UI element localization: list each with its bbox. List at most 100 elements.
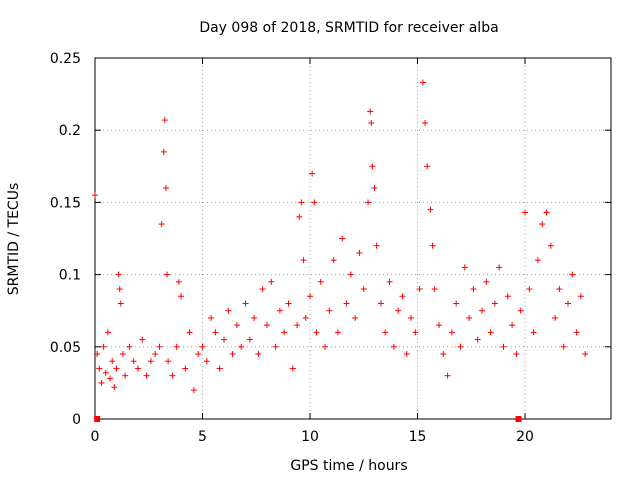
data-points [92,79,589,422]
data-point [92,192,98,199]
y-axis-label: SRMTID / TECUs [6,183,22,296]
data-point [264,322,270,329]
data-point [285,300,292,307]
data-point [322,343,329,350]
data-point [175,278,182,285]
data-point [436,322,442,329]
data-point [565,300,571,307]
data-point [395,307,402,314]
data-point [371,184,378,191]
data-point [178,293,184,300]
data-point [408,314,415,321]
data-point [195,351,202,358]
data-point [330,257,337,264]
data-point [479,307,485,314]
data-point [377,300,384,307]
data-point [470,286,477,293]
data-point [190,387,197,394]
data-point [156,343,163,350]
data-point [373,242,380,249]
data-point [169,372,176,379]
plot-frame [94,57,612,420]
data-point [122,372,129,379]
data-point [356,249,363,256]
y-tick-label: 0.15 [50,195,81,211]
data-point [289,365,296,372]
data-point [509,322,516,329]
data-point [251,314,258,321]
data-point [162,184,169,191]
data-point [116,286,123,293]
x-tick-label: 15 [409,429,427,445]
data-point [307,293,313,300]
data-point [422,119,429,126]
data-point [367,108,374,115]
data-point [102,369,109,376]
data-point [360,286,367,293]
data-point [107,375,114,382]
data-point [98,379,105,386]
grid-lines [95,58,611,419]
data-point [135,365,141,372]
data-point [229,351,236,358]
data-point [311,199,318,206]
data-point [117,300,124,307]
data-point [296,213,303,220]
data-point [317,278,324,285]
data-point [382,329,389,336]
data-point [386,278,393,285]
data-point [429,242,436,249]
data-point [419,79,426,86]
data-point [221,336,227,343]
x-tick-label: 20 [516,429,534,445]
y-tick-label: 0 [72,412,81,428]
data-point [500,343,507,350]
data-point [233,322,240,329]
data-point [491,300,498,307]
data-point [461,264,468,271]
data-point [203,358,210,365]
data-point [569,271,576,278]
data-point [487,329,494,336]
x-tick-label: 5 [198,429,207,445]
data-point [326,307,333,314]
data-point [212,329,219,336]
data-point [281,329,288,336]
data-point [143,372,150,379]
data-point [399,293,406,300]
data-point [199,343,206,350]
data-point [457,343,464,350]
data-point [186,329,193,336]
data-point [547,242,554,249]
data-point [139,336,146,343]
data-point [298,199,305,206]
data-point [100,343,107,350]
data-point [474,336,481,343]
y-tick-label: 0.2 [59,123,81,139]
data-point [444,372,451,379]
data-point [573,329,580,336]
data-point [259,286,266,293]
data-point [424,163,431,170]
data-point [147,358,154,365]
data-point [255,351,262,358]
data-point [466,314,473,321]
data-point [225,307,232,314]
data-point [352,314,359,321]
data-point [115,271,122,278]
data-point [530,329,537,336]
data-point [556,286,563,293]
data-point [161,117,168,124]
data-point [113,365,120,372]
data-point [334,329,341,336]
data-point [309,170,316,177]
data-point [513,351,520,358]
data-point [577,293,584,300]
data-point [164,271,171,278]
data-point [158,221,165,228]
data-point [126,343,133,350]
data-point [208,314,215,321]
data-point [496,264,503,271]
data-point [552,314,559,321]
data-point [272,343,279,350]
